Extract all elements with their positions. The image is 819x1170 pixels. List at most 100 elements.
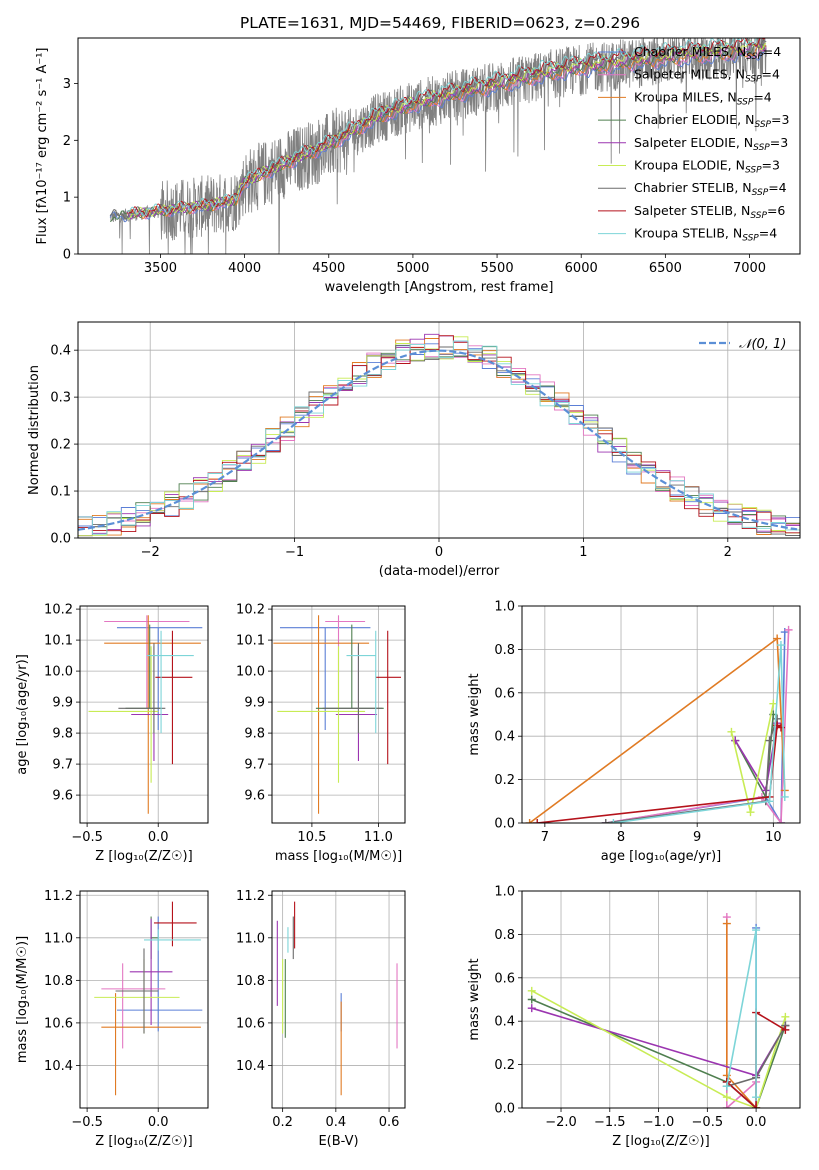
- weight-marker-kroupa_stelib: [609, 819, 618, 823]
- model-fit-kroupa_stelib: [126, 38, 757, 217]
- x-axis-label: age [log₁₀(age/yr)]: [601, 849, 722, 864]
- x-tick-label: 0: [435, 545, 443, 560]
- y-tick-label: 10.8: [44, 974, 73, 989]
- x-tick-label: −2: [141, 545, 160, 560]
- weight-marker-kroupa_stelib: [722, 1082, 731, 1091]
- x-tick-label: 0.0: [746, 1115, 767, 1130]
- legend-entry-kroupa_elodie: Kroupa ELODIE, NSSP=3: [634, 158, 780, 176]
- weight-line-salpeter_stelib: [537, 724, 782, 823]
- panel-mass_vs_Z: −0.5 0.0 10.4 10.6 10.8 11.0 11.2 Z [log₁₀(Z/Z☉…: [15, 889, 209, 1149]
- legend-entry-salpeter_elodie: Salpeter ELODIE, NSSP=3: [634, 135, 788, 153]
- weight-marker-kroupa_stelib: [776, 641, 785, 650]
- weight-line-salpeter_miles: [605, 629, 790, 823]
- plot-area: [88, 615, 203, 814]
- x-tick-label: 0.0: [148, 1115, 169, 1130]
- axes-frame: [271, 605, 406, 824]
- axes-frame: [77, 321, 801, 539]
- weight-marker-kroupa_stelib: [765, 797, 774, 806]
- axes-frame: [77, 37, 801, 255]
- legend-entry-normal: 𝒩(0, 1): [739, 337, 786, 352]
- y-tick-label: 11.0: [236, 931, 265, 946]
- x-axis-label: Z [log₁₀(Z/Z☉)]: [95, 1134, 192, 1149]
- panel-spectrum: 3500 4000 4500 5000 5500 6000 6500 7000 0 1 2 3 PLAT…: [35, 14, 801, 295]
- x-tick-label: 6000: [565, 261, 598, 276]
- weight-marker-salpeter_stelib: [781, 1025, 790, 1034]
- axes-frame: [521, 890, 801, 1109]
- y-tick-label: 9.6: [244, 789, 265, 804]
- y-axis-label: mass [log₁₀(M/M☉)]: [15, 936, 30, 1063]
- weight-marker-chabrier_stelib: [601, 819, 610, 823]
- x-tick-label: −1.5: [594, 1115, 626, 1130]
- y-tick-label: 11.2: [44, 889, 73, 904]
- y-tick-label: 9.6: [52, 789, 73, 804]
- x-tick-label: 2: [724, 545, 732, 560]
- y-tick-label: 0.6: [494, 971, 515, 986]
- panel-mass_vs_ebv: 0.2 0.4 0.6 10.4 10.6 10.8 11.0 11.2 E(B-V): [236, 889, 406, 1149]
- model-fit-kroupa_miles: [126, 44, 767, 220]
- y-tick-label: 0.3: [50, 391, 71, 406]
- y-tick-label: 0.8: [494, 643, 515, 658]
- weight-marker-kroupa_miles: [525, 819, 534, 823]
- panel-age_vs_Z: −0.5 0.0 9.6 9.7 9.8 9.9 10.0 10.1 10.2 Z [log₁₀(…: [15, 603, 209, 864]
- weight-marker-kroupa_elodie: [781, 1012, 790, 1021]
- legend-entry-kroupa_stelib: Kroupa STELIB, NSSP=4: [634, 226, 777, 244]
- weight-marker-chabrier_elodie: [527, 995, 536, 1004]
- legend: Chabrier MILES, NSSP=4 Salpeter MILES, NS…: [598, 44, 789, 244]
- weight-line-kroupa_elodie: [730, 703, 775, 813]
- histogram-kroupa_stelib: [78, 340, 800, 535]
- y-tick-label: 0.2: [494, 1058, 515, 1073]
- x-axis-label: Z [log₁₀(Z/Z☉)]: [612, 1134, 709, 1149]
- weight-marker-kroupa_stelib: [752, 1093, 761, 1102]
- y-axis-label: mass weight: [467, 673, 482, 755]
- plot-area: [527, 913, 790, 1108]
- x-tick-label: −0.5: [71, 1115, 103, 1130]
- legend-entry-chabrier_stelib: Chabrier STELIB, NSSP=4: [634, 180, 787, 198]
- weight-marker-kroupa_stelib: [780, 792, 789, 801]
- legend-entry-salpeter_miles: Salpeter MILES, NSSP=4: [634, 67, 780, 85]
- y-tick-label: 10.0: [236, 665, 265, 680]
- legend-entry-kroupa_miles: Kroupa MILES, NSSP=4: [634, 89, 772, 107]
- y-tick-label: 0.2: [50, 438, 71, 453]
- x-tick-label: 7: [541, 830, 549, 845]
- panel-residuals: −2 −1 0 1 2 0.0 0.1 0.2 0.3 0.4 (data-model)/error…: [27, 321, 801, 579]
- histogram-salpeter_stelib: [78, 335, 800, 534]
- y-tick-label: 10.2: [236, 603, 265, 618]
- model-fit-chabrier_miles: [109, 50, 767, 223]
- x-tick-label: 0.0: [148, 830, 169, 845]
- panel-weight_vs_age: 7 8 9 10 0.0 0.2 0.4 0.6 0.8 1.0 age [log₁₀(age/yr…: [467, 600, 801, 864]
- axes-frame: [79, 890, 209, 1109]
- y-tick-label: 0.4: [50, 344, 71, 359]
- x-tick-label: 0.4: [325, 1115, 346, 1130]
- legend-entry-chabrier_miles: Chabrier MILES, NSSP=4: [634, 44, 781, 62]
- x-axis-label: Z [log₁₀(Z/Z☉)]: [95, 849, 192, 864]
- y-tick-label: 0.4: [494, 1015, 515, 1030]
- x-axis-label: wavelength [Angstrom, rest frame]: [325, 280, 554, 295]
- weight-marker-kroupa_elodie: [527, 986, 536, 995]
- weight-marker-salpeter_miles: [776, 819, 785, 823]
- y-axis-label: mass weight: [467, 958, 482, 1040]
- y-axis-label: Normed distribution: [27, 365, 42, 495]
- y-tick-label: 10.1: [236, 634, 265, 649]
- x-axis-label: mass [log₁₀(M/M☉)]: [275, 849, 402, 864]
- y-tick-label: 10.4: [236, 1059, 265, 1074]
- y-tick-label: 10.2: [44, 603, 73, 618]
- y-tick-label: 9.9: [52, 696, 73, 711]
- plot-area: [276, 901, 398, 1096]
- weight-marker-salpeter_elodie: [527, 1004, 536, 1013]
- y-tick-label: 0.8: [494, 928, 515, 943]
- weight-marker-salpeter_stelib: [752, 1104, 761, 1108]
- weight-marker-kroupa_miles: [722, 919, 731, 928]
- y-tick-label: 0.6: [494, 686, 515, 701]
- y-tick-label: 3: [63, 77, 71, 92]
- axes-frame: [271, 890, 406, 1109]
- normal-curve: [78, 349, 798, 531]
- x-tick-label: 7000: [733, 261, 766, 276]
- y-tick-label: 9.7: [244, 758, 265, 773]
- legend-entry-chabrier_elodie: Chabrier ELODIE, NSSP=3: [634, 112, 789, 130]
- x-tick-label: 10.5: [297, 830, 326, 845]
- weight-line-kroupa_elodie: [531, 990, 787, 1108]
- y-tick-label: 11.2: [236, 889, 265, 904]
- y-tick-label: 0.0: [50, 532, 71, 547]
- axes-frame: [79, 605, 209, 824]
- x-axis-label: (data-model)/error: [379, 564, 500, 579]
